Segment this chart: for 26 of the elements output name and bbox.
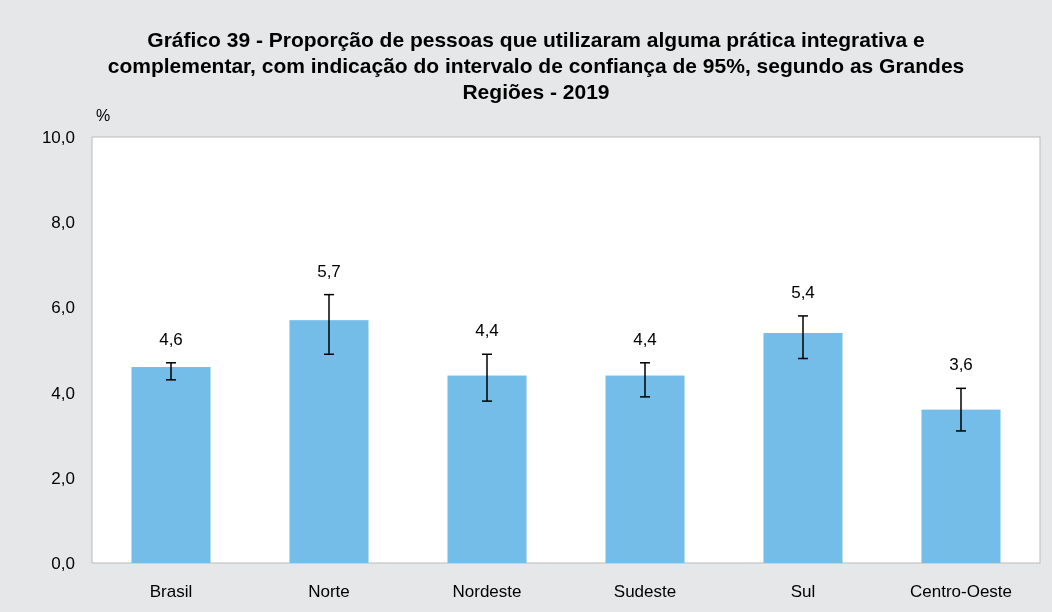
y-axis-title: % <box>95 107 111 124</box>
y-tick-label: 0,0 <box>51 553 75 573</box>
bar <box>605 375 685 563</box>
bar <box>763 332 843 563</box>
data-label: 4,4 <box>633 329 657 349</box>
bar <box>289 320 369 563</box>
data-label: 3,6 <box>949 355 973 375</box>
x-tick-label: Centro-Oeste <box>909 582 1013 601</box>
y-tick-label: 4,0 <box>51 383 75 403</box>
x-tick-label: Sul <box>790 582 816 601</box>
x-tick-label: Brasil <box>149 582 193 601</box>
x-tick-label: Nordeste <box>452 582 522 601</box>
x-tick-label: Sudeste <box>613 582 677 601</box>
bar <box>921 409 1001 563</box>
bar <box>447 375 527 563</box>
chart-title: Gráfico 39 - Proporção de pessoas que utilizaram alguma prática integrativa e complementar, com indicação do intervalo de confiança de 95%, segundo as Grandes Regiões - 2019 <box>107 28 965 103</box>
bar <box>131 367 211 563</box>
data-label: 5,4 <box>791 282 815 302</box>
y-tick-label: 6,0 <box>51 298 75 318</box>
y-tick-label: 10,0 <box>41 127 75 147</box>
y-tick-label: 8,0 <box>51 213 75 233</box>
data-label: 4,6 <box>159 329 183 349</box>
data-label: 4,4 <box>475 321 499 341</box>
data-label: 5,7 <box>317 261 341 281</box>
y-tick-label: 2,0 <box>51 468 75 488</box>
x-tick-label: Norte <box>308 582 350 601</box>
